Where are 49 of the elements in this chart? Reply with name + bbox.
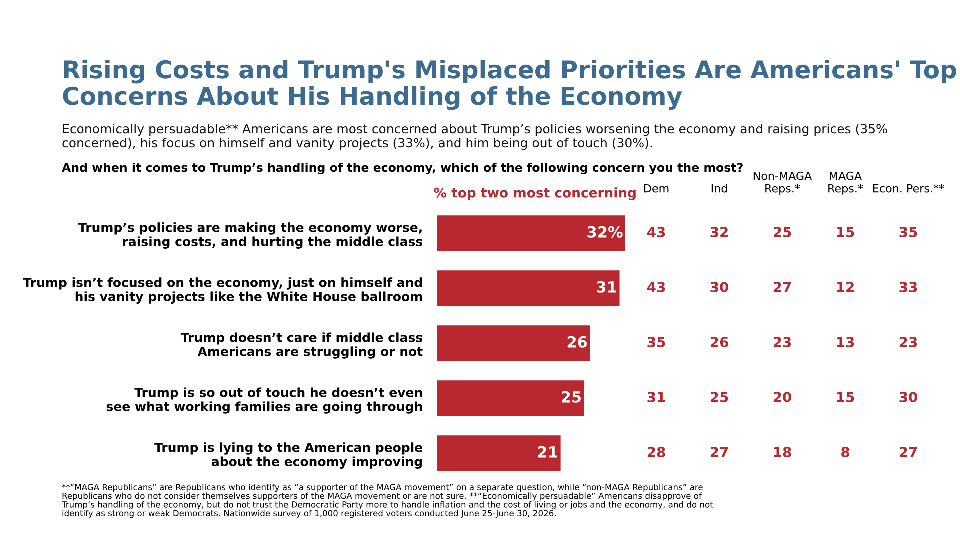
data-label: 35 xyxy=(648,337,666,348)
text: **“MAGA Republicans” are Republicans who identify as “a supporter of the MAGA movement” on a separate question, while “non-MAGA Republicans” are Republicans who do not consider themselves supporters of the MAGA movement or are not sure. **“Economically persuadable” Americans disapprove of Trump’s handling of the economy, but do not trust the Democratic Party more to handle inflation and the cost of living or jobs and the economy, and do not identify as strong or weak Democrats. Nationwide survey of 1,000 registered voters conducted June 25-June 30, 2026. xyxy=(62,484,714,518)
chart-title: Rising Costs and Trump's Misplaced Priorities Are Americans' Top Concerns About His Handling of the Economy xyxy=(63,60,956,110)
data-label: 23 xyxy=(900,337,918,348)
data-label: 27 xyxy=(900,447,918,458)
x-tick-label: Dem xyxy=(644,184,669,193)
series-label: % top two most concerning xyxy=(434,188,636,200)
data-label: 25 xyxy=(774,227,792,238)
data-label: 21 xyxy=(538,446,558,458)
text: And when it comes to Trump’s handling of the economy, which of the following concern you the most? xyxy=(62,163,743,175)
data-label: 31 xyxy=(648,392,666,403)
bar xyxy=(437,270,620,306)
data-label: 31 xyxy=(597,281,616,293)
data-label: 18 xyxy=(774,447,792,458)
x-tick-label: MAGA Reps.* xyxy=(828,172,864,195)
data-label: 8 xyxy=(842,447,850,458)
data-label: 26 xyxy=(710,337,728,348)
data-label: 20 xyxy=(774,392,792,403)
data-label: 28 xyxy=(648,447,666,458)
data-label: 15 xyxy=(837,392,854,403)
bar xyxy=(437,380,584,416)
bar xyxy=(437,326,590,362)
data-label: 23 xyxy=(774,337,792,348)
data-label: 27 xyxy=(774,282,792,292)
y-tick-label: Trump doesn’t care if middle class Americans are struggling or not xyxy=(180,332,423,359)
y-tick-label: Trump’s policies are making the economy worse, raising costs, and hurting the middle class xyxy=(78,222,423,249)
data-label: 25 xyxy=(562,391,581,403)
data-label: 26 xyxy=(568,336,588,348)
data-label: 43 xyxy=(647,282,666,293)
data-label: 32 xyxy=(710,227,728,238)
data-label: 15 xyxy=(837,227,854,238)
data-label: 27 xyxy=(710,447,728,458)
data-label: 12 xyxy=(837,282,854,292)
y-tick-label: Trump is so out of touch he doesn’t even see what working families are going through xyxy=(106,388,422,414)
data-label: 33 xyxy=(900,282,918,293)
data-label: 32% xyxy=(588,226,623,238)
data-label: 25 xyxy=(710,392,728,403)
bar xyxy=(437,436,561,472)
data-label: 35 xyxy=(900,227,918,238)
y-tick-label: Trump is lying to the American people about the economy improving xyxy=(154,442,423,469)
data-label: 43 xyxy=(647,227,666,238)
x-tick-label: Ind xyxy=(712,184,728,193)
data-label: 30 xyxy=(710,282,728,293)
x-tick-label: Non-MAGA Reps.* xyxy=(754,172,812,195)
chart-subtitle: Economically persuadable** Americans are most concerned about Trump’s policies worsening the economy and raising prices (35% concerned), his focus on himself and vanity projects (33%), and him being out of touch (30%). xyxy=(62,124,888,150)
y-tick-label: Trump isn’t focused on the economy, just on himself and his vanity projects like the White House ballroom xyxy=(23,278,422,304)
data-label: 13 xyxy=(837,337,854,348)
data-label: 30 xyxy=(900,392,918,403)
x-tick-label: Econ. Pers.** xyxy=(874,184,944,193)
